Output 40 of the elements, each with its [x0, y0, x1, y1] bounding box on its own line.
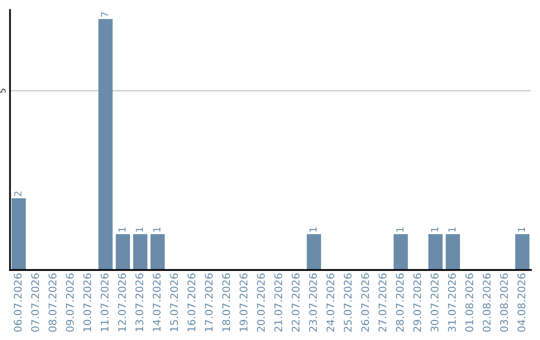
x-tick-label: 18.07.2026	[222, 273, 230, 332]
x-tick-label: 07.07.2026	[31, 273, 40, 332]
x-tick-label: 02.08.2026	[482, 273, 491, 332]
x-tick-label: 25.07.2026	[344, 273, 352, 332]
x-tick-label: 21.07.2026	[274, 273, 282, 332]
x-tick-label: 08.07.2026	[48, 273, 56, 332]
data-label: 7	[101, 12, 108, 17]
x-tick-label: 20.07.2026	[256, 273, 265, 332]
x-tick-label: 23.07.2026	[309, 273, 317, 332]
x-tick-label: 01.08.2026	[465, 273, 474, 332]
x-tick-label: 14.07.2026	[152, 273, 161, 332]
data-label: 1	[431, 227, 438, 232]
x-tick-label: 04.08.2026	[517, 273, 526, 332]
data-label: 1	[396, 227, 404, 232]
data-label: 2	[14, 192, 22, 196]
x-tick-label: 13.07.2026	[135, 273, 144, 332]
x-tick-label: 26.07.2026	[361, 273, 370, 332]
x-tick-label: 12.07.2026	[118, 273, 126, 332]
data-label: 1	[153, 227, 160, 232]
x-tick-label: 15.07.2026	[170, 273, 178, 332]
data-label: 1	[118, 227, 126, 232]
x-tick-label: 24.07.2026	[326, 273, 334, 332]
x-tick-label: 31.07.2026	[448, 273, 456, 332]
x-tick-label: 10.07.2026	[83, 273, 92, 332]
data-label: 1	[448, 227, 456, 232]
x-tick-label: 06.07.2026	[14, 273, 22, 332]
data-label: 1	[518, 227, 525, 232]
x-tick-label: 22.07.2026	[292, 273, 300, 332]
x-tick-label: 17.07.2026	[204, 273, 213, 332]
data-label: 1	[310, 227, 317, 232]
x-tick-label: 03.08.2026	[500, 273, 508, 332]
x-tick-label: 29.07.2026	[413, 273, 422, 332]
x-tick-label: 19.07.2026	[240, 273, 248, 332]
x-tick-label: 27.07.2026	[378, 273, 386, 332]
x-tick-label: 28.07.2026	[396, 273, 404, 332]
x-tick-label: 16.07.2026	[187, 273, 196, 332]
x-tick-label: 09.07.2026	[66, 273, 74, 332]
data-label: 1	[136, 227, 143, 232]
x-tick-label: 30.07.2026	[430, 273, 439, 332]
x-tick-label: 11.07.2026	[100, 273, 109, 332]
